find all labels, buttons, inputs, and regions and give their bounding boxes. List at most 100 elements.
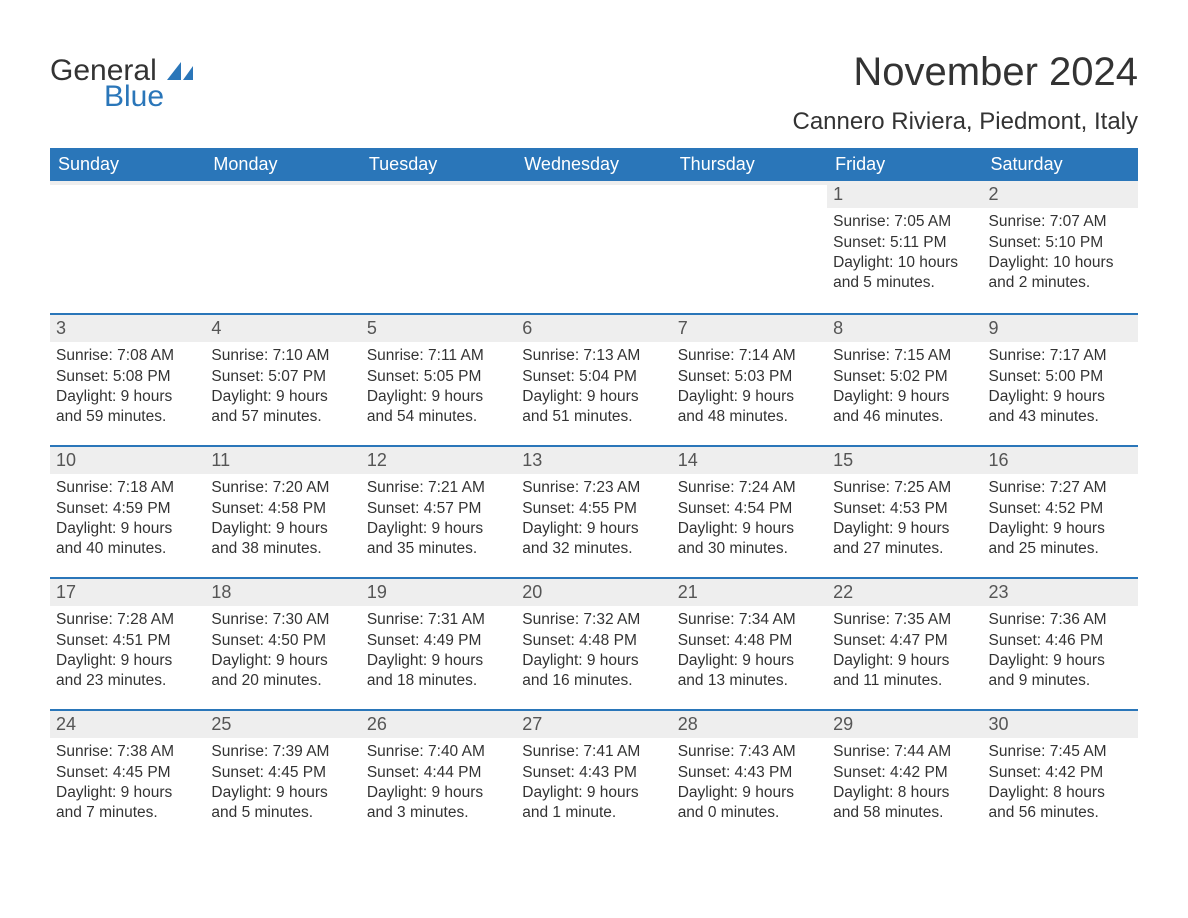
day-daylight1: Daylight: 9 hours: [367, 387, 510, 407]
day-cell: 9Sunrise: 7:17 AMSunset: 5:00 PMDaylight…: [983, 315, 1138, 445]
day-cell: 7Sunrise: 7:14 AMSunset: 5:03 PMDaylight…: [672, 315, 827, 445]
day-cell: 19 Sunrise: 7:31 AMSunset: 4:49 PMDayligh…: [361, 579, 516, 709]
day-details: Sunrise: 7:45 AMSunset: 4:42 PMDaylight:…: [989, 742, 1132, 823]
day-daylight1: Daylight: 9 hours: [367, 783, 510, 803]
day-sunset: Sunset: 5:00 PM: [989, 367, 1132, 387]
day-number-row: 3: [50, 315, 205, 342]
day-number: 22: [833, 582, 853, 602]
day-daylight1: Daylight: 9 hours: [522, 651, 665, 671]
day-daylight2: and 58 minutes.: [833, 803, 976, 823]
day-cell: 26Sunrise: 7:40 AMSunset: 4:44 PMDayligh…: [361, 711, 516, 841]
day-daylight1: Daylight: 9 hours: [989, 519, 1132, 539]
header: General Blue November 2024 Cannero Rivie…: [50, 50, 1138, 136]
day-details: Sunrise: 7:14 AMSunset: 5:03 PMDaylight:…: [678, 346, 821, 427]
day-sunset: Sunset: 4:45 PM: [56, 763, 199, 783]
day-number-row: 15: [827, 447, 982, 474]
day-details: Sunrise: 7:17 AMSunset: 5:00 PMDaylight:…: [989, 346, 1132, 427]
day-sunrise: Sunrise: 7:43 AM: [678, 742, 821, 762]
day-sunrise: Sunrise: 7:11 AM: [367, 346, 510, 366]
day-daylight2: and 16 minutes.: [522, 671, 665, 691]
day-sunrise: Sunrise: 7:18 AM: [56, 478, 199, 498]
day-daylight1: Daylight: 9 hours: [833, 519, 976, 539]
day-number-row: 4: [205, 315, 360, 342]
day-sunrise: Sunrise: 7:39 AM: [211, 742, 354, 762]
day-sunrise: Sunrise: 7:08 AM: [56, 346, 199, 366]
weekday-header: Sunday: [50, 148, 205, 181]
day-details: Sunrise: 7:28 AMSunset: 4:51 PMDaylight:…: [56, 610, 199, 691]
day-daylight2: and 51 minutes.: [522, 407, 665, 427]
day-sunrise: Sunrise: 7:35 AM: [833, 610, 976, 630]
day-daylight2: and 56 minutes.: [989, 803, 1132, 823]
day-number: 1: [833, 184, 843, 204]
weekday-header: Monday: [205, 148, 360, 181]
day-sunrise: Sunrise: 7:41 AM: [522, 742, 665, 762]
day-cell: 12Sunrise: 7:21 AMSunset: 4:57 PMDayligh…: [361, 447, 516, 577]
day-cell: [205, 181, 360, 313]
day-number: 4: [211, 318, 221, 338]
day-daylight2: and 32 minutes.: [522, 539, 665, 559]
day-cell: 13Sunrise: 7:23 AMSunset: 4:55 PMDayligh…: [516, 447, 671, 577]
day-details: Sunrise: 7:13 AMSunset: 5:04 PMDaylight:…: [522, 346, 665, 427]
day-number-row: 19: [361, 579, 516, 606]
day-daylight2: and 9 minutes.: [989, 671, 1132, 691]
day-daylight1: Daylight: 9 hours: [989, 651, 1132, 671]
week-row: 24Sunrise: 7:38 AMSunset: 4:45 PMDayligh…: [50, 709, 1138, 841]
day-cell: 3Sunrise: 7:08 AMSunset: 5:08 PMDaylight…: [50, 315, 205, 445]
day-sunset: Sunset: 4:54 PM: [678, 499, 821, 519]
day-sunrise: Sunrise: 7:30 AM: [211, 610, 354, 630]
day-details: Sunrise: 7:27 AMSunset: 4:52 PMDaylight:…: [989, 478, 1132, 559]
day-sunset: Sunset: 4:52 PM: [989, 499, 1132, 519]
day-sunset: Sunset: 5:05 PM: [367, 367, 510, 387]
weekday-header: Friday: [827, 148, 982, 181]
weekday-header: Saturday: [983, 148, 1138, 181]
day-sunset: Sunset: 4:50 PM: [211, 631, 354, 651]
day-details: Sunrise: 7:05 AMSunset: 5:11 PMDaylight:…: [833, 212, 976, 293]
day-daylight2: and 25 minutes.: [989, 539, 1132, 559]
day-daylight1: Daylight: 9 hours: [833, 651, 976, 671]
day-daylight1: Daylight: 9 hours: [678, 651, 821, 671]
day-number-row: [672, 181, 827, 185]
day-number-row: 11: [205, 447, 360, 474]
day-cell: 25Sunrise: 7:39 AMSunset: 4:45 PMDayligh…: [205, 711, 360, 841]
brand-sail-icon: [167, 62, 195, 89]
day-details: Sunrise: 7:32 AMSunset: 4:48 PMDaylight:…: [522, 610, 665, 691]
day-cell: 17Sunrise: 7:28 AMSunset: 4:51 PMDayligh…: [50, 579, 205, 709]
day-cell: 15Sunrise: 7:25 AMSunset: 4:53 PMDayligh…: [827, 447, 982, 577]
day-sunset: Sunset: 5:11 PM: [833, 233, 976, 253]
calendar-page: General Blue November 2024 Cannero Rivie…: [0, 0, 1188, 881]
day-sunset: Sunset: 4:42 PM: [833, 763, 976, 783]
day-daylight2: and 59 minutes.: [56, 407, 199, 427]
day-cell: [361, 181, 516, 313]
day-details: Sunrise: 7:34 AMSunset: 4:48 PMDaylight:…: [678, 610, 821, 691]
day-number-row: [361, 181, 516, 185]
day-details: Sunrise: 7:35 AMSunset: 4:47 PMDaylight:…: [833, 610, 976, 691]
brand-logo: General Blue: [50, 56, 195, 112]
day-daylight2: and 35 minutes.: [367, 539, 510, 559]
day-number-row: 29: [827, 711, 982, 738]
day-sunset: Sunset: 4:43 PM: [678, 763, 821, 783]
week-row: 3Sunrise: 7:08 AMSunset: 5:08 PMDaylight…: [50, 313, 1138, 445]
day-sunrise: Sunrise: 7:17 AM: [989, 346, 1132, 366]
day-cell: [50, 181, 205, 313]
day-daylight2: and 5 minutes.: [211, 803, 354, 823]
day-sunrise: Sunrise: 7:45 AM: [989, 742, 1132, 762]
day-number: 3: [56, 318, 66, 338]
day-details: Sunrise: 7:24 AMSunset: 4:54 PMDaylight:…: [678, 478, 821, 559]
day-cell: 6Sunrise: 7:13 AMSunset: 5:04 PMDaylight…: [516, 315, 671, 445]
day-details: Sunrise: 7:21 AMSunset: 4:57 PMDaylight:…: [367, 478, 510, 559]
day-sunset: Sunset: 4:58 PM: [211, 499, 354, 519]
day-number-row: 30: [983, 711, 1138, 738]
day-sunrise: Sunrise: 7:13 AM: [522, 346, 665, 366]
day-details: Sunrise: 7:38 AMSunset: 4:45 PMDaylight:…: [56, 742, 199, 823]
day-daylight2: and 23 minutes.: [56, 671, 199, 691]
day-number-row: 26: [361, 711, 516, 738]
day-details: Sunrise: 7:31 AMSunset: 4:49 PMDaylight:…: [367, 610, 510, 691]
day-number: 10: [56, 450, 76, 470]
day-sunrise: Sunrise: 7:34 AM: [678, 610, 821, 630]
day-daylight1: Daylight: 9 hours: [522, 387, 665, 407]
day-sunset: Sunset: 5:04 PM: [522, 367, 665, 387]
day-daylight2: and 3 minutes.: [367, 803, 510, 823]
day-number-row: 22: [827, 579, 982, 606]
day-sunrise: Sunrise: 7:44 AM: [833, 742, 976, 762]
day-cell: 14Sunrise: 7:24 AMSunset: 4:54 PMDayligh…: [672, 447, 827, 577]
